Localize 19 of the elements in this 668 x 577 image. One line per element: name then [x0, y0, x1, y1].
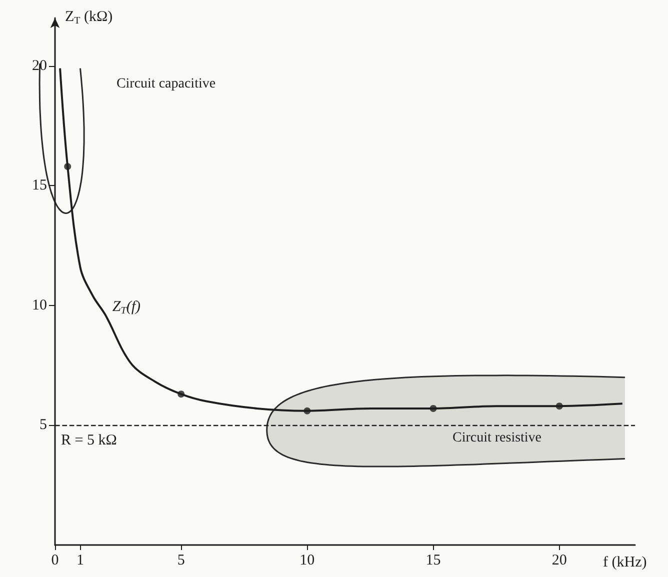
x-tick-label: 10: [300, 552, 315, 568]
annotation: Circuit capacitive: [116, 76, 216, 92]
ref-line-label: R = 5 kΩ: [61, 432, 117, 449]
point: [304, 407, 311, 414]
y-tick-label: 10: [32, 297, 47, 314]
point: [178, 390, 185, 398]
y-tick-label: 15: [32, 178, 47, 194]
x-tick-label: 5: [177, 552, 185, 568]
y-tick-label: 5: [40, 417, 47, 434]
point: [64, 163, 72, 170]
x-axis-title: f (kHz): [603, 554, 647, 570]
point: [430, 404, 437, 412]
x-tick-label: 0: [51, 552, 59, 568]
x-tick-label: 20: [552, 552, 567, 568]
point: [556, 402, 563, 410]
annotation: Circuit resistive: [452, 430, 542, 446]
x-tick-label: 1: [76, 552, 84, 568]
x-tick-label: 15: [426, 552, 441, 568]
y-tick-label: 20: [32, 58, 47, 74]
